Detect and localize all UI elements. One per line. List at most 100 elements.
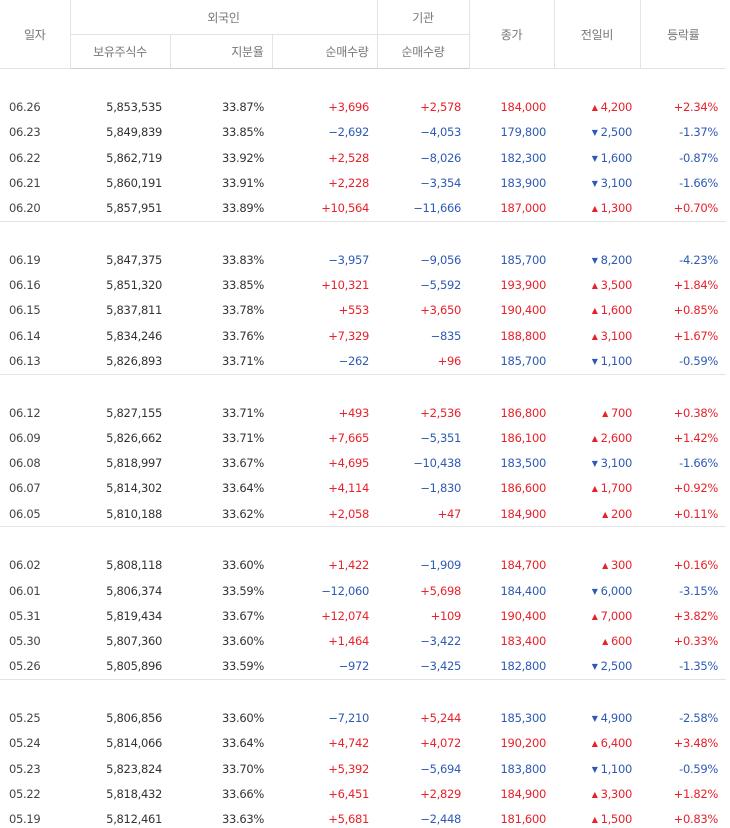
change-value: 7,000 [600,608,633,623]
holdings-cell: 5,860,191 [106,175,162,190]
holdings-cell: 5,827,155 [106,405,162,420]
share-cell: 33.91% [221,175,264,190]
foreign-net-cell: −7,210 [328,711,369,726]
share-cell: 33.89% [221,201,264,216]
foreign-net-cell: +7,329 [328,328,369,343]
row-spacer [0,69,726,95]
change-value: 2,500 [600,659,633,674]
close-cell: 184,700 [500,558,547,573]
triangle-down-icon: ▼ [591,714,598,724]
holdings-cell: 5,805,896 [106,659,162,674]
divider-line [0,526,726,528]
change-value: 8,200 [600,252,633,267]
close-cell: 183,900 [500,175,547,190]
share-cell: 33.62% [221,506,264,521]
date-cell: 06.02 [9,558,41,573]
inst-net-cell: −8,026 [420,150,461,165]
table-row: 06.26 5,853,535 33.87% +3,696 +2,578 184,000 ▲… [0,94,726,119]
foreign-net-cell: +12,074 [321,608,369,623]
share-cell: 33.59% [221,583,264,598]
holdings-cell: 5,823,824 [106,761,162,776]
share-cell: 33.71% [221,405,264,420]
change-cell: ▼ 8,200 [554,247,640,272]
close-cell: 190,400 [500,608,547,623]
date-cell: 05.22 [9,786,41,801]
triangle-up-icon: ▲ [591,484,598,494]
share-cell: 33.64% [221,736,264,751]
inst-net-cell: −4,053 [420,125,461,140]
date-cell: 06.23 [9,125,41,140]
group-divider [0,373,726,375]
table-header: 일자 외국인 기관 종가 전일비 등락률 보유주식수 지분율 순매수량 순매수량 [0,0,726,69]
table-row: 06.02 5,808,118 33.60% +1,422 −1,909 184,700 ▲… [0,553,726,578]
table-row: 05.30 5,807,360 33.60% +1,464 −3,422 183,400 ▲… [0,629,726,654]
group-divider [0,679,726,681]
date-cell: 05.19 [9,812,41,827]
foreign-net-cell: +553 [338,303,370,318]
close-cell: 190,200 [500,736,547,751]
table-row: 06.21 5,860,191 33.91% +2,228 −3,354 183,900 ▼… [0,170,726,195]
foreign-net-cell: +493 [338,405,370,420]
triangle-up-icon: ▲ [591,611,598,621]
table-row: 06.19 5,847,375 33.83% −3,957 −9,056 185,700 ▼… [0,247,726,272]
triangle-up-icon: ▲ [602,408,608,418]
close-cell: 188,800 [500,328,547,343]
share-cell: 33.67% [221,456,264,471]
date-cell: 06.05 [9,506,41,521]
date-cell: 06.14 [9,328,41,343]
rate-cell: +0.92% [673,481,719,496]
foreign-net-cell: +2,528 [328,150,369,165]
holdings-cell: 5,814,066 [106,736,162,751]
inst-net-cell: −1,830 [420,481,461,496]
close-cell: 182,300 [500,150,547,165]
rate-cell: +0.11% [673,506,719,521]
foreign-net-cell: −972 [338,659,370,674]
spacer-cell [0,375,726,400]
table-row: 05.22 5,818,432 33.66% +6,451 +2,829 184,900 ▲… [0,781,726,806]
holdings-cell: 5,812,461 [106,812,162,827]
change-value: 600 [610,634,632,649]
inst-net-cell: −2,448 [420,812,461,827]
change-cell: ▲ 1,500 [554,807,640,828]
change-value: 4,200 [600,99,633,114]
close-cell: 183,800 [500,761,547,776]
inst-net-cell: −5,694 [420,761,461,776]
close-cell: 186,800 [500,405,547,420]
change-cell: ▼ 1,100 [554,348,640,374]
close-cell: 187,000 [500,201,547,216]
col-header-date: 일자 [0,0,70,69]
share-cell: 33.60% [221,634,264,649]
change-cell: ▼ 1,100 [554,756,640,781]
table-row: 06.12 5,827,155 33.71% +493 +2,536 186,800 ▲ 70… [0,400,726,425]
change-cell: ▲ 3,100 [554,323,640,348]
triangle-up-icon: ▲ [602,509,608,519]
inst-net-cell: +3,650 [420,303,461,318]
foreign-net-cell: +4,695 [328,456,369,471]
date-cell: 06.12 [9,405,41,420]
holdings-cell: 5,810,188 [106,506,162,521]
inst-net-cell: +5,244 [420,711,461,726]
date-cell: 05.31 [9,608,41,623]
close-cell: 184,000 [500,99,547,114]
holdings-cell: 5,826,893 [106,353,162,368]
spacer-cell [0,680,726,705]
inst-net-cell: −11,666 [413,201,461,216]
share-cell: 33.83% [221,252,264,267]
inst-net-cell: +2,536 [420,405,461,420]
share-cell: 33.71% [221,353,264,368]
table-row: 06.15 5,837,811 33.78% +553 +3,650 190,400 ▲ 1,… [0,298,726,323]
divider-line [0,373,726,375]
share-cell: 33.92% [221,150,264,165]
foreign-net-cell: +5,681 [328,812,369,827]
holdings-cell: 5,806,374 [106,583,162,598]
triangle-up-icon: ▲ [591,789,598,799]
foreign-net-cell: +1,422 [328,558,369,573]
inst-net-cell: −5,351 [420,430,461,445]
triangle-up-icon: ▲ [591,281,598,291]
col-header-change: 전일비 [553,0,640,69]
close-cell: 186,600 [500,481,547,496]
inst-net-cell: −3,422 [420,634,461,649]
col-header-foreign-net: 순매수량 [271,34,377,69]
